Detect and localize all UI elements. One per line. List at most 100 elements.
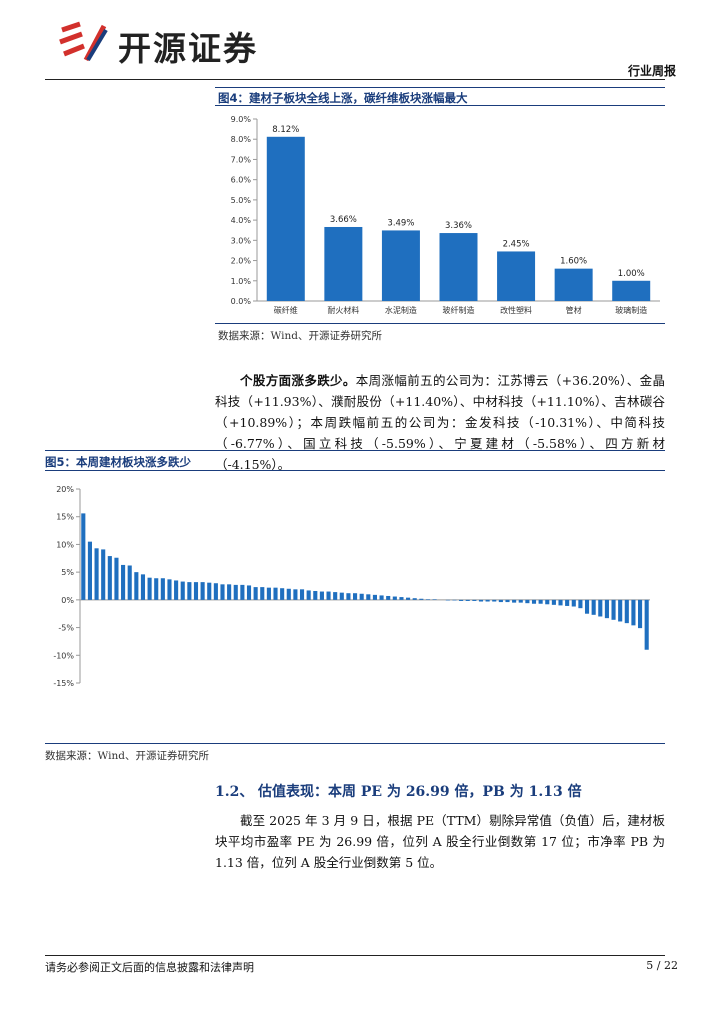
y-tick-label: -10% [53,651,74,660]
report-tag: 行业周报 [627,64,676,78]
bar [591,599,596,615]
bar [200,582,205,600]
y-tick-label: 0% [61,596,74,605]
bar [193,582,199,600]
caption-rule [215,105,665,106]
x-tick-label: 碳纤维 [274,305,298,315]
y-tick-label: 5.0% [231,196,252,205]
bar [299,589,305,600]
bar [445,599,450,601]
bar [512,599,517,603]
bar [498,599,503,603]
source-rule [45,743,665,744]
bar [134,572,139,600]
bar [353,593,358,600]
y-tick-label: 8.0% [231,135,252,144]
bar [381,230,420,301]
bar [319,591,324,600]
bar [554,268,593,301]
chart: -15% -10% -5% 0% 5% 10% 15% 20% [53,485,650,688]
value-label: 2.45% [503,239,530,249]
y-tick-label: 5% [61,568,74,577]
bar [425,599,431,600]
bar [624,599,629,624]
bar [280,588,285,600]
bar [266,136,305,301]
bar [379,595,384,600]
bar [213,583,218,600]
figure-source: 数据来源：Wind、开源证券研究所 [218,330,382,342]
paragraph-body: 本周涨幅前五的公司为：江苏博云（+36.20%）、金晶科技（+11.93%）、濮… [215,373,665,472]
bar [372,594,377,600]
x-tick-label: 玻璃制造 [615,305,647,315]
bar [220,584,225,600]
bar [551,599,556,605]
bar [399,597,404,600]
bar [187,582,192,600]
y-tick-label: -5% [58,624,74,633]
value-label: 3.49% [387,218,414,228]
bar [81,513,86,600]
x-tick-label: 耐火材料 [327,305,359,315]
bar [598,599,603,617]
value-label: 3.36% [445,221,472,231]
bar [339,592,344,600]
y-tick-label: 4.0% [231,216,252,225]
logo-mark [59,21,108,62]
bar [565,599,570,606]
bar [233,584,238,600]
bar [452,599,457,601]
logo-text: 开源证券 [118,29,258,68]
bar [147,577,152,600]
paragraph: 截至 2025 年 3 月 9 日，根据 PE（TTM）剔除异常值（负值）后，建… [215,813,665,870]
y-tick-label: 20% [56,485,74,494]
y-tick-label: 15% [56,513,74,522]
figure-source: 数据来源：Wind、开源证券研究所 [45,750,209,762]
bar [324,226,363,301]
bar [505,599,510,603]
figure-caption: 图5：本周建材板块涨多跌少 [45,455,192,469]
bar [459,599,464,601]
bar [604,599,609,619]
bar [240,584,245,600]
bar [631,599,636,626]
paragraph-lead: 个股方面涨多跌少。 [240,373,356,388]
y-tick-label: 10% [56,540,74,549]
bar [260,587,265,600]
bar [94,548,99,600]
source-rule [215,323,665,324]
bar [107,556,112,600]
figure-caption: 图4：建材子板块全线上涨，碳纤维板块涨幅最大 [218,91,468,105]
bar [174,580,179,600]
bar [121,564,126,600]
bar [478,599,484,602]
bar [571,599,576,607]
header-rule [45,79,665,80]
bar [578,599,583,609]
x-tick-label: 玻纤制造 [443,305,475,315]
bar [160,578,165,600]
bar [492,599,497,602]
bar [465,599,470,601]
x-tick-label: 水泥制造 [385,305,417,315]
bar [154,578,159,600]
bar [584,599,590,614]
bar [266,587,271,600]
bar [306,590,311,600]
bar [644,599,649,650]
footer-rule [45,955,665,956]
bar [538,599,543,604]
caption-rule [45,470,665,471]
bar [293,589,298,600]
bar [101,549,106,600]
caption-rule [215,87,665,88]
bar [618,599,623,622]
bar [518,599,523,603]
bar [392,596,397,600]
bar [612,280,651,301]
y-tick-label: -15% [53,679,74,688]
section-number: 1.2、 [215,784,254,800]
chart: 0.0% 1.0% 2.0% 3.0% 4.0% 5.0% 6.0% 7.0% 8.0% 9.0%… [231,115,660,315]
bar [531,599,537,604]
